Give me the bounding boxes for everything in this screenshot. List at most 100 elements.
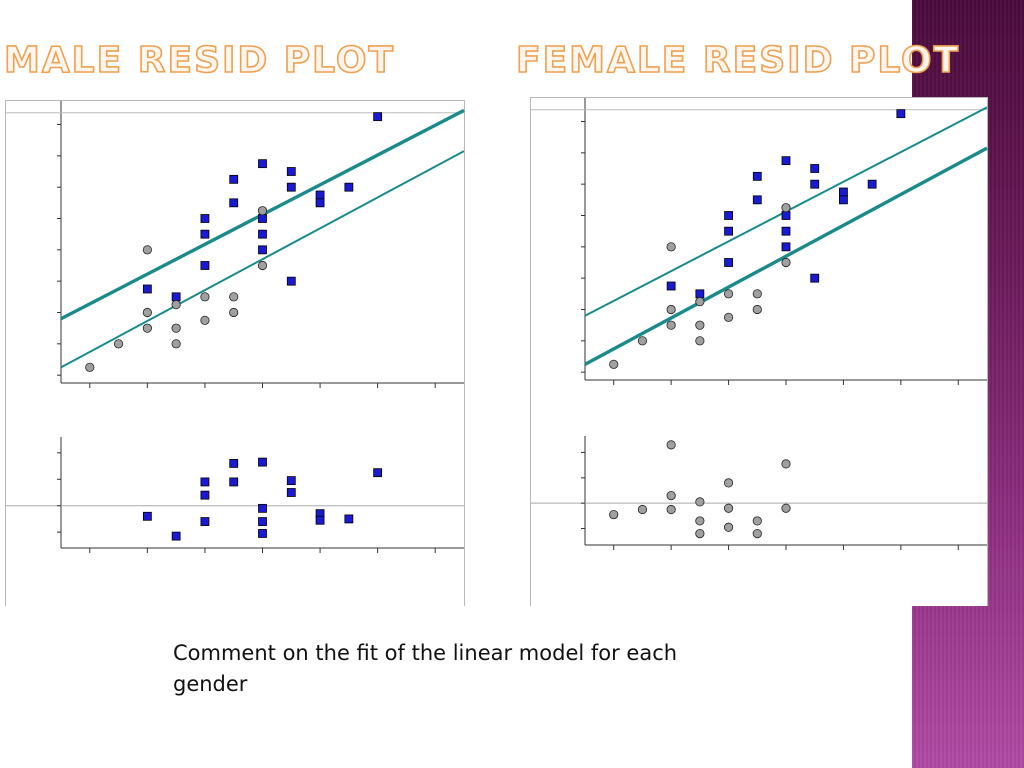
female-resid-plot-title: FEMALE RESID PLOT <box>515 39 961 82</box>
female-residual-point <box>723 503 734 513</box>
male-female-point <box>142 245 152 255</box>
female-residual-point <box>723 478 734 488</box>
male-male-point <box>142 284 152 294</box>
female-residual-point <box>666 504 676 515</box>
female-chart-panel <box>530 97 988 606</box>
male-female-point <box>257 260 268 271</box>
female-male-point <box>724 258 733 267</box>
female-male-point <box>724 211 733 220</box>
male-chart-panel <box>5 100 465 606</box>
male-residual-point <box>171 531 181 541</box>
female-residual-point <box>666 440 676 450</box>
slide-caption: Comment on the fit of the linear model f… <box>173 641 678 696</box>
female-male-point <box>810 273 820 283</box>
male-residual-point <box>229 477 239 487</box>
female-residual-point <box>752 528 762 539</box>
female-female-point <box>666 320 676 330</box>
female-female-point <box>609 359 619 369</box>
male-female-point <box>171 300 181 310</box>
male-male-point <box>315 190 325 200</box>
male-female-point <box>85 362 95 372</box>
female-residual-point <box>781 503 791 513</box>
male-residual-point <box>344 514 354 524</box>
female-male-point <box>781 211 791 220</box>
female-residual-point <box>637 504 648 515</box>
male-female-point <box>229 292 239 302</box>
female-female-point <box>695 320 705 330</box>
male-female-point <box>171 339 181 349</box>
male-male-point <box>200 229 210 239</box>
female-female-point <box>723 289 734 299</box>
male-residual-point <box>258 517 267 526</box>
female-male-point <box>896 109 906 119</box>
female-male-point <box>666 281 676 291</box>
male-residual-point <box>258 529 267 538</box>
female-residual-point <box>752 516 762 526</box>
male-male-point <box>171 292 181 302</box>
female-female-point <box>781 203 791 213</box>
female-fit-line-2 <box>584 146 988 366</box>
female-male-point <box>839 195 848 205</box>
female-residual-point <box>666 490 676 501</box>
male-female-point <box>229 307 239 318</box>
female-residual-point <box>695 497 705 507</box>
female-residual-point <box>609 509 619 520</box>
female-female-point <box>666 242 676 252</box>
male-male-point <box>258 229 267 239</box>
female-female-point <box>723 312 734 322</box>
female-male-point <box>752 171 762 181</box>
female-male-point <box>781 242 791 252</box>
male-male-point <box>258 159 267 169</box>
male-female-point <box>113 339 124 349</box>
female-male-point <box>810 164 820 173</box>
male-female-point <box>257 206 268 216</box>
female-female-point <box>752 304 762 315</box>
male-residual-point <box>315 515 325 525</box>
male-fit-line-2 <box>60 150 465 369</box>
male-resid-plot-title: MALE RESID PLOT <box>3 39 396 82</box>
female-male-point <box>810 179 820 189</box>
female-male-point <box>781 156 791 166</box>
male-female-point <box>142 323 152 333</box>
male-residual-point <box>142 511 152 521</box>
male-male-point <box>200 261 210 270</box>
female-residual-point <box>781 459 791 469</box>
male-male-point <box>200 214 210 223</box>
female-residual-point <box>695 528 705 539</box>
male-male-point <box>344 182 354 192</box>
male-male-point <box>229 174 239 184</box>
female-residual-point <box>723 522 734 532</box>
female-residual-point <box>695 516 705 526</box>
female-male-point <box>752 195 762 205</box>
male-residual-point <box>286 488 296 497</box>
female-female-point <box>666 304 676 315</box>
male-male-point <box>258 245 267 255</box>
female-male-point <box>724 226 733 236</box>
male-female-point <box>200 292 210 302</box>
male-male-point <box>373 112 383 122</box>
male-male-point <box>286 167 296 176</box>
male-male-point <box>286 276 296 286</box>
male-male-point <box>229 198 239 208</box>
male-female-point <box>200 315 210 325</box>
female-male-point <box>781 226 791 236</box>
male-residual-point <box>229 459 239 468</box>
female-female-point <box>752 289 762 299</box>
male-residual-point <box>200 477 210 487</box>
male-female-point <box>142 307 152 318</box>
male-male-point <box>315 198 325 208</box>
male-chart-svg <box>6 101 465 553</box>
male-residual-point <box>286 476 296 486</box>
male-female-point <box>171 323 181 333</box>
female-female-point <box>695 297 705 307</box>
female-female-point <box>781 257 791 268</box>
female-male-point <box>839 187 848 197</box>
male-residual-point <box>258 503 267 513</box>
male-male-point <box>258 214 267 223</box>
female-female-point <box>695 336 705 346</box>
male-residual-point <box>258 457 267 467</box>
female-male-point <box>695 289 705 299</box>
female-chart-svg <box>531 98 988 550</box>
male-residual-point <box>200 490 210 500</box>
male-male-point <box>286 182 296 192</box>
